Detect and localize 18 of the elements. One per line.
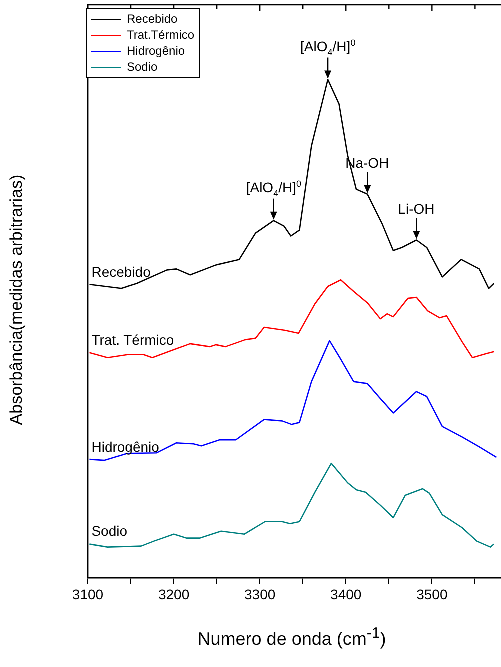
legend-label: Sodio: [127, 59, 158, 75]
x-axis-title: Numero de onda (cm$^{-1}$): [196, 625, 388, 650]
x-tick-label: 3200: [158, 586, 190, 602]
annotation: [AlO$_{4}$/H]$^{0}$: [246, 178, 302, 198]
legend-label: Trat.Térmico: [127, 27, 195, 43]
annotation: Li-OH: [398, 201, 435, 218]
x-tick-label: 3100: [72, 586, 104, 602]
x-tick-label: 3400: [330, 586, 362, 602]
legend-label: Recebido: [127, 11, 178, 27]
annotation: Sodio: [92, 523, 128, 540]
annotation: Trat. Térmico: [92, 332, 174, 348]
x-tick-label: 3300: [244, 586, 276, 602]
annotation: Recebido: [92, 264, 151, 280]
annotation: [AlO$_{4}$/H]$^{0}$: [300, 38, 356, 58]
legend-label: Hidrogênio: [127, 43, 186, 59]
y-axis-title: Absorbância(medidas arbitrarias): [7, 174, 27, 428]
x-tick-label: 3500: [416, 586, 448, 602]
annotation: Hidrogênio: [92, 438, 160, 455]
